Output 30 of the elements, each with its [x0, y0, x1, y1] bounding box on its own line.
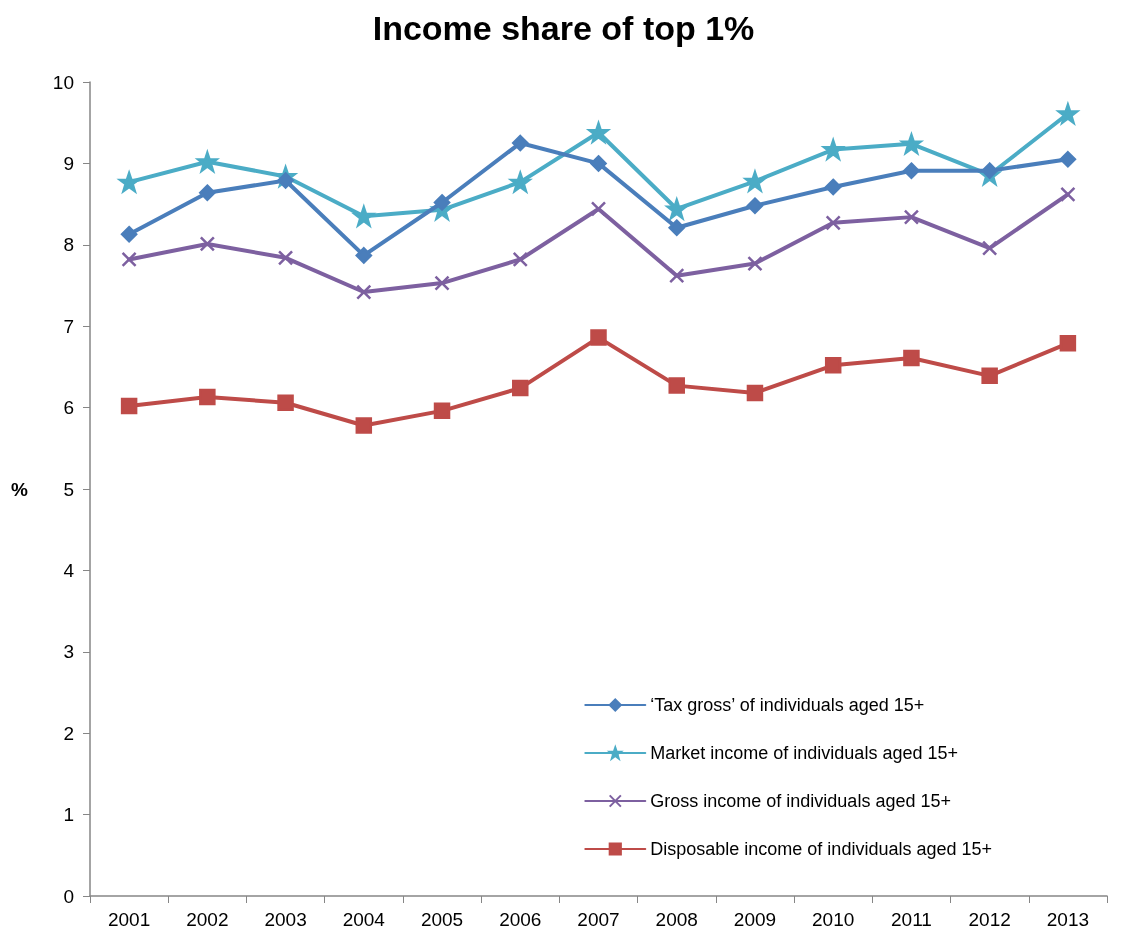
x-tick-label: 2003	[264, 909, 307, 930]
x-tick-label: 2013	[1046, 909, 1090, 930]
x-tick-label: 2005	[420, 909, 464, 930]
legend-label: Disposable income of individuals aged 15+	[650, 839, 992, 859]
y-tick-label: 8	[63, 234, 74, 256]
y-tick-label: 0	[63, 885, 74, 907]
chart-title: Income share of top 1%	[372, 9, 755, 47]
y-tick-label: 1	[63, 804, 74, 826]
y-tick-label: 2	[63, 722, 74, 744]
x-tick-label: 2004	[342, 909, 386, 930]
y-axis-title: %	[11, 478, 29, 500]
x-tick-label: 2008	[655, 909, 698, 930]
y-tick-label: 9	[63, 152, 74, 174]
y-tick-label: 4	[63, 559, 75, 581]
y-tick-label: 10	[52, 71, 74, 93]
legend-label: Market income of individuals aged 15+	[650, 743, 958, 763]
y-tick-label: 7	[63, 315, 74, 337]
y-tick-label: 3	[63, 641, 74, 663]
x-tick-label: 2006	[499, 909, 542, 930]
x-tick-label: 2011	[890, 909, 932, 930]
legend-label: ‘Tax gross’ of individuals aged 15+	[650, 695, 925, 715]
x-tick-label: 2010	[812, 909, 855, 930]
legend-label: Gross income of individuals aged 15+	[650, 791, 951, 811]
x-tick-label: 2012	[968, 909, 1011, 930]
y-tick-label: 5	[63, 478, 74, 500]
x-tick-label: 2002	[186, 909, 229, 930]
x-tick-label: 2007	[577, 909, 620, 930]
y-tick-label: 6	[63, 397, 74, 419]
x-tick-label: 2001	[107, 909, 151, 930]
x-tick-label: 2009	[733, 909, 777, 930]
